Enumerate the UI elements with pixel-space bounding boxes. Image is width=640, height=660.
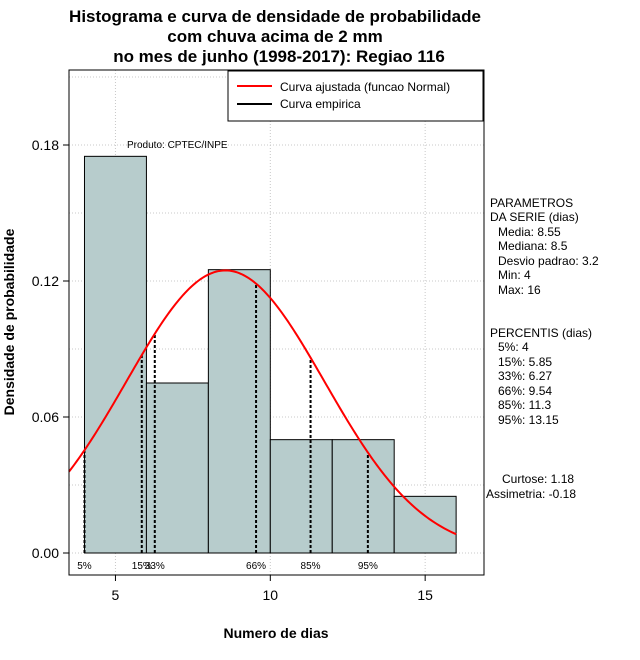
percentile-lines-layer: 5% 15%33% 66% 85% 95% [77,283,378,572]
param-heading-1: PARAMETROS [490,196,573,210]
fitted-normal-curve [68,269,457,536]
x-axis-label: Numero de dias [223,625,328,641]
pct-66: 66%: 9.54 [498,384,552,398]
pct-85: 85%: 11.3 [498,398,551,412]
x-tick-label-15: 15 [417,587,433,603]
histogram-bar-5 [331,439,395,554]
pct-15: 15%: 5.85 [498,355,552,369]
histogram-bar-1 [83,155,147,554]
legend-label-fit: Curva ajustada (funcao Normal) [280,80,450,94]
chart-title-line-1: Histograma e curva de densidade de proba… [69,7,481,26]
param-mediana: Mediana: 8.5 [498,239,568,253]
pct-33: 33%: 6.27 [498,369,552,383]
axis-layer: 5 10 15 0.00 0.06 0.12 0.18 [32,137,433,603]
x-tick-label-5: 5 [112,587,120,603]
legend-box [227,70,484,122]
curve-layer [68,269,457,536]
percentile-label-95: 95% [358,561,378,572]
chart-title-line-3: no mes de junho (1998-2017): Regiao 116 [113,47,445,66]
y-tick-label-3: 0.18 [32,137,59,153]
y-tick-label-0: 0.00 [32,545,59,561]
percentile-label-15: 15% [132,561,152,572]
histogram-bar-3 [207,269,271,554]
param-max: Max: 16 [498,283,541,297]
pct-heading: PERCENTIS (dias) [490,326,592,340]
y-axis-label: Densidade de probabilidade [1,228,17,415]
bars-layer [83,155,457,554]
y-tick-label-2: 0.12 [32,273,59,289]
side-panel: PARAMETROS DA SERIE (dias) Media: 8.55 M… [486,196,599,501]
param-heading-2: DA SERIE (dias) [490,210,579,224]
legend: Curva ajustada (funcao Normal) Curva emp… [227,70,484,122]
pct-95: 95%: 13.15 [498,413,559,427]
percentile-label-85: 85% [301,561,321,572]
pct-5: 5%: 4 [498,340,529,354]
legend-label-empirical: Curva empirica [280,97,361,111]
assimetria: Assimetria: -0.18 [486,487,576,501]
histogram-bar-4 [269,439,333,554]
x-tick-label-10: 10 [263,587,279,603]
plot-frame [68,69,485,576]
param-desvio: Desvio padrao: 3.2 [498,254,599,268]
param-media: Media: 8.55 [498,225,561,239]
curtose: Curtose: 1.18 [502,472,574,486]
y-tick-label-1: 0.06 [32,409,59,425]
product-annotation: Produto: CPTEC/INPE [127,140,228,151]
percentile-label-66: 66% [246,561,266,572]
param-min: Min: 4 [498,268,531,282]
percentile-label-33: 33% [145,561,165,572]
histogram-bar-2 [145,382,209,554]
chart-title-line-2: com chuva acima de 2 mm [167,27,382,46]
histogram-bar-6 [393,495,457,554]
percentile-label-5: 5% [77,561,92,572]
